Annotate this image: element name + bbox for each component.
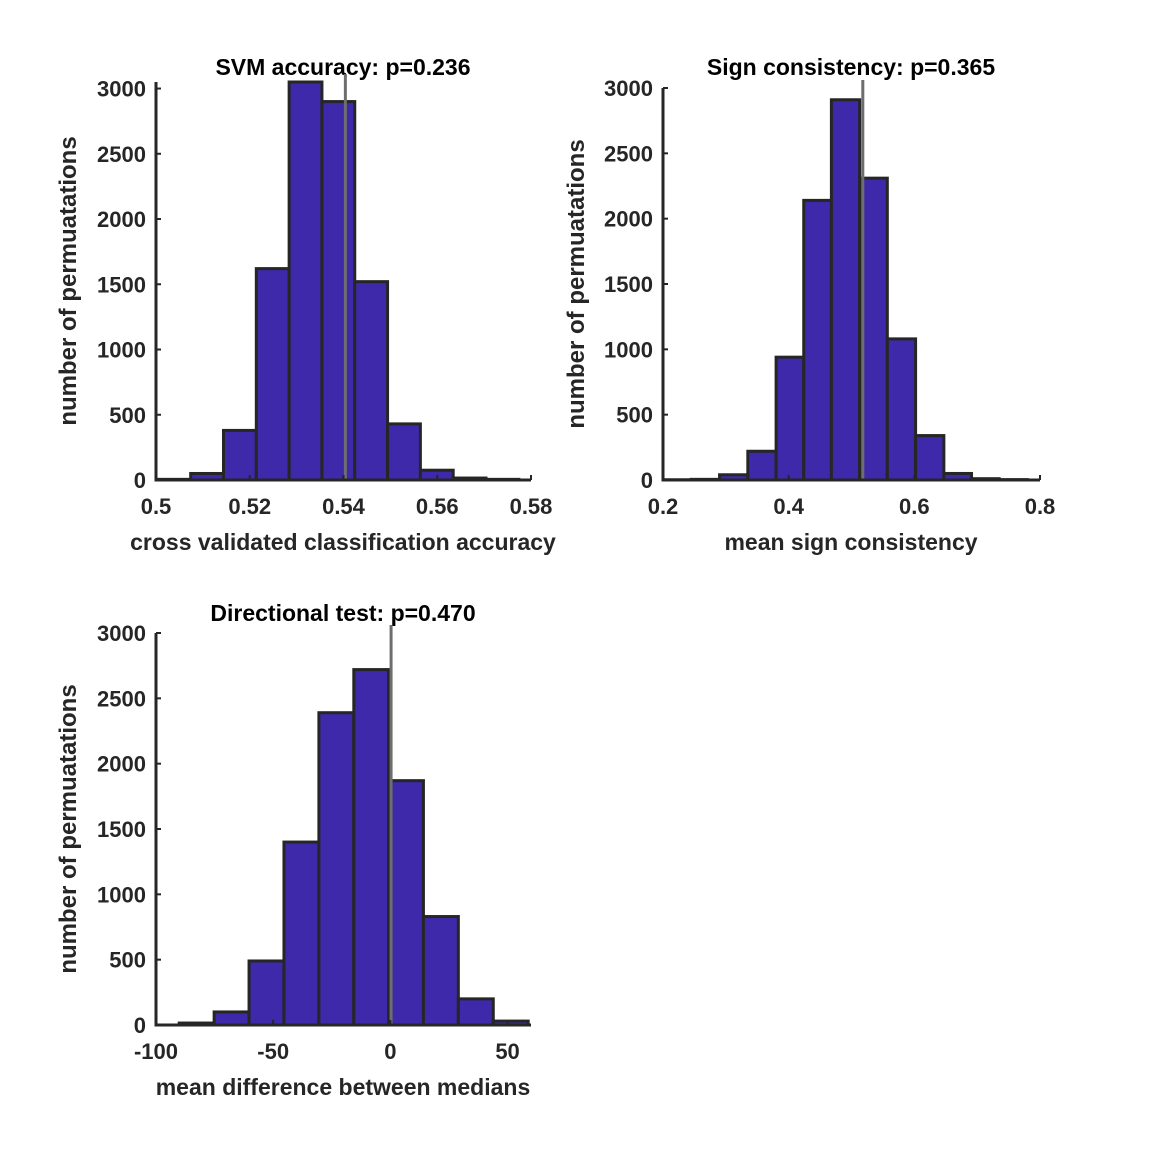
x-tick-label: 0.8: [1025, 494, 1056, 519]
y-tick-label: 2000: [604, 207, 653, 232]
x-tick-label: 0.54: [322, 494, 366, 519]
y-tick-label: 2500: [604, 141, 653, 166]
histogram-bar: [829, 98, 862, 482]
x-tick-label: -50: [257, 1039, 289, 1064]
y-axis-label: number of permuatations: [55, 136, 82, 425]
y-tick-label: 500: [616, 403, 653, 428]
x-tick-label: -100: [134, 1039, 178, 1064]
x-axis-label: mean sign consistency: [724, 529, 977, 555]
x-axis-label: mean difference between medians: [156, 1074, 531, 1100]
svm-accuracy-histogram: SVM accuracy: p=0.236 number of permuata…: [55, 54, 556, 555]
histogram-bar: [387, 779, 425, 1027]
y-tick-label: 1000: [97, 338, 146, 363]
y-tick-label: 0: [134, 1013, 146, 1038]
x-tick-label: 0.6: [899, 494, 930, 519]
histogram-bar: [746, 449, 778, 482]
histogram-bar: [222, 428, 258, 482]
y-tick-label: 1500: [97, 272, 146, 297]
histogram-bar: [774, 355, 806, 482]
x-tick-label: 0: [384, 1039, 396, 1064]
histogram-bar: [885, 337, 918, 482]
y-tick-label: 2000: [97, 207, 146, 232]
y-axis-label: number of permuatations: [55, 684, 82, 973]
chart-title: Sign consistency: p=0.365: [707, 54, 995, 80]
x-tick-label: 0.58: [510, 494, 553, 519]
histogram-bar: [317, 711, 356, 1027]
directional-test-histogram: Directional test: p=0.470 number of perm…: [55, 600, 531, 1100]
y-tick-label: 3000: [97, 621, 146, 646]
histogram-bar: [212, 1010, 251, 1027]
y-tick-label: 0: [134, 468, 146, 493]
y-tick-label: 500: [109, 403, 146, 428]
histogram-bar: [914, 434, 946, 482]
chart-title: Directional test: p=0.470: [210, 600, 475, 626]
y-tick-label: 3000: [97, 77, 146, 102]
y-tick-label: 2000: [97, 752, 146, 777]
chart-title: SVM accuracy: p=0.236: [215, 54, 470, 80]
y-tick-label: 1500: [604, 272, 653, 297]
x-tick-label: 0.56: [416, 494, 459, 519]
histogram-bar: [802, 198, 833, 482]
x-tick-label: 0.52: [228, 494, 271, 519]
histogram-bar: [282, 840, 321, 1027]
x-tick-label: 0.5: [141, 494, 172, 519]
y-tick-label: 3000: [604, 76, 653, 101]
histogram-bar: [353, 280, 390, 482]
histogram-bar: [352, 668, 390, 1027]
histogram-bar: [254, 267, 291, 482]
y-tick-label: 1000: [97, 882, 146, 907]
y-axis-label: number of permuatations: [563, 139, 590, 428]
sign-consistency-histogram: Sign consistency: p=0.365 number of perm…: [563, 54, 1055, 555]
x-tick-label: 0.4: [773, 494, 804, 519]
x-tick-label: 0.2: [648, 494, 679, 519]
histogram-bar: [287, 80, 324, 482]
y-tick-label: 0: [641, 468, 653, 493]
y-tick-label: 1000: [604, 337, 653, 362]
y-tick-label: 1500: [97, 817, 146, 842]
x-tick-label: 50: [495, 1039, 519, 1064]
x-axis-label: cross validated classification accuracy: [130, 529, 556, 555]
histogram-bar: [386, 422, 422, 482]
histogram-bar: [320, 100, 357, 482]
y-tick-label: 500: [109, 948, 146, 973]
histogram-bar: [247, 959, 286, 1027]
histogram-bar: [456, 997, 495, 1027]
histogram-bar: [421, 915, 460, 1027]
y-tick-label: 2500: [97, 142, 146, 167]
y-tick-label: 2500: [97, 686, 146, 711]
